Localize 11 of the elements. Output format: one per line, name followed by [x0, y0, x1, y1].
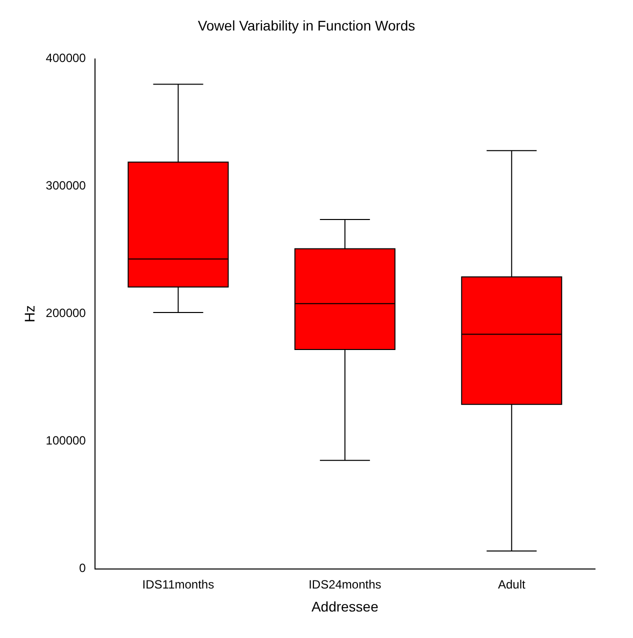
x-tick-label: IDS11months — [142, 577, 214, 592]
y-tick-label: 400000 — [46, 51, 86, 66]
y-tick-label: 0 — [79, 561, 86, 576]
y-axis-title: Hz — [21, 305, 38, 322]
y-tick-label: 200000 — [46, 306, 86, 320]
y-tick-label: 100000 — [46, 434, 86, 448]
y-tick-label: 300000 — [46, 178, 86, 193]
x-tick-label: Adult — [498, 577, 526, 592]
chart-title: Vowel Variability in Function Words — [198, 17, 416, 34]
x-axis-title: Addressee — [311, 598, 379, 614]
x-tick-label: IDS24months — [308, 577, 382, 592]
